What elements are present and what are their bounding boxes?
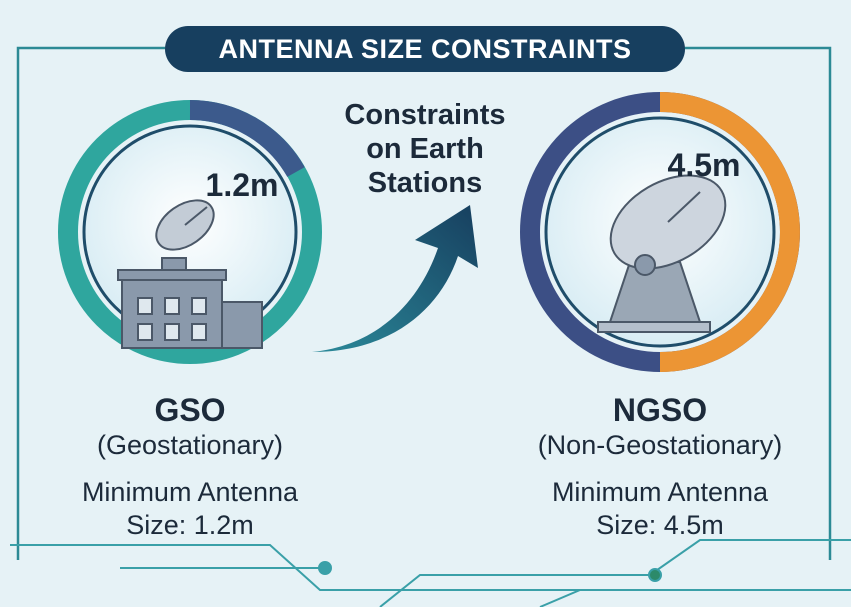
panel-name: GSO [20,392,360,429]
size-label: 4.5m [644,147,764,184]
panel-description: Minimum Antenna Size: 1.2m [50,476,330,542]
page: ANTENNA SIZE CONSTRAINTS Constraints on … [0,0,851,607]
center-text: Constraints on Earth Stations [330,98,520,200]
title: ANTENNA SIZE CONSTRAINTS [165,26,685,72]
panel-description: Minimum Antenna Size: 4.5m [520,476,800,542]
arrow [312,205,478,352]
panel-name: NGSO [490,392,830,429]
circuit-lines [10,540,851,607]
panel-subtitle: (Geostationary) [10,430,370,461]
size-label: 1.2m [182,167,302,204]
panel-subtitle: (Non-Geostationary) [480,430,840,461]
